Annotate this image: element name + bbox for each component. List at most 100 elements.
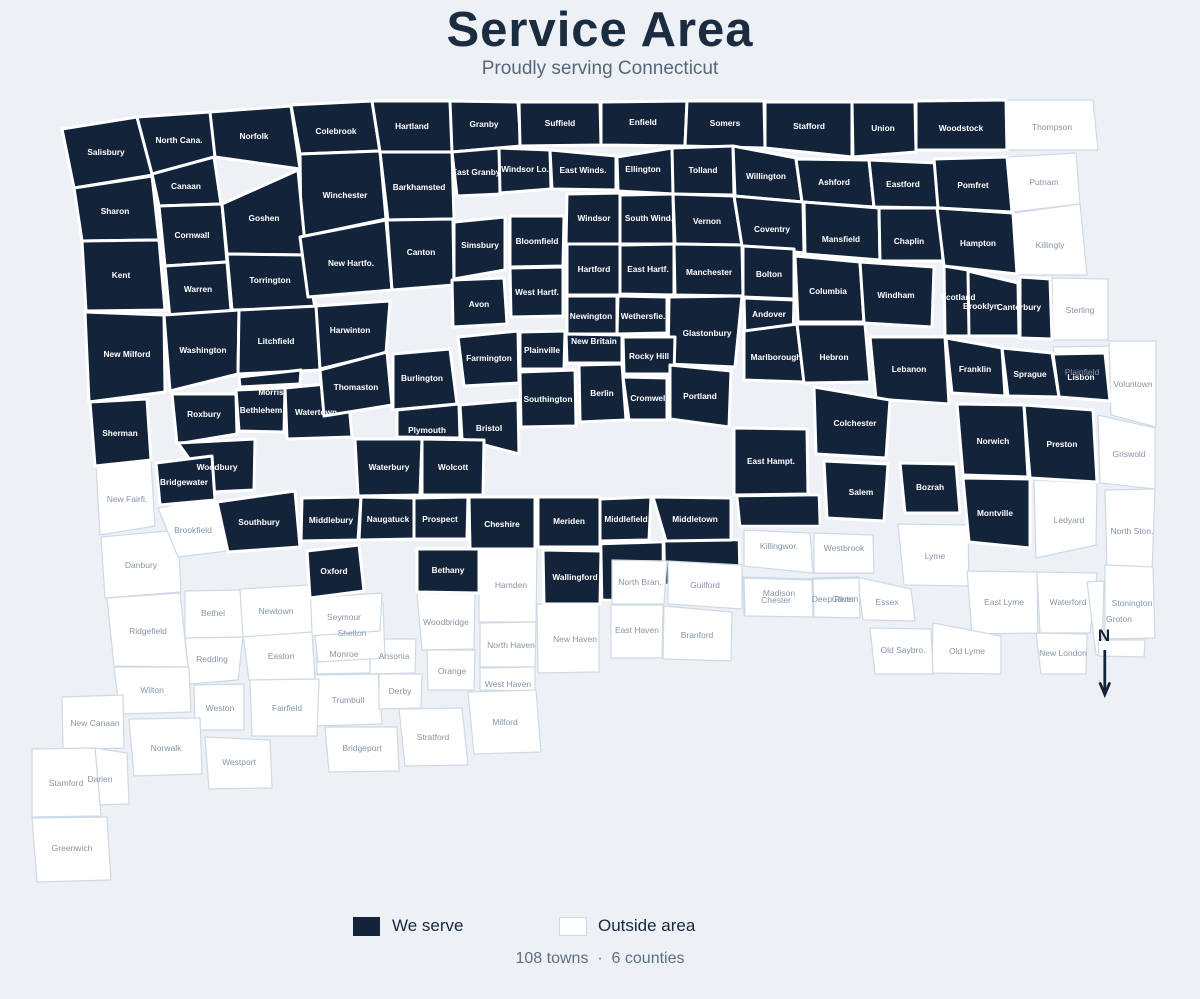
svg-text:Middletown: Middletown: [672, 514, 718, 524]
svg-text:Winchester: Winchester: [323, 190, 368, 200]
svg-text:New Britain: New Britain: [571, 336, 617, 346]
svg-text:Canterbury: Canterbury: [997, 302, 1042, 312]
svg-text:Griswold: Griswold: [1112, 449, 1145, 459]
svg-text:Naugatuck: Naugatuck: [367, 514, 410, 524]
svg-text:New Hartfo.: New Hartfo.: [328, 258, 374, 268]
svg-text:North Bran.: North Bran.: [618, 577, 661, 587]
svg-text:Norwalk: Norwalk: [151, 743, 182, 753]
svg-text:Chester: Chester: [761, 595, 791, 605]
svg-text:Hartland: Hartland: [395, 121, 429, 131]
svg-text:Seymour: Seymour: [327, 612, 361, 622]
svg-text:Torrington: Torrington: [249, 275, 290, 285]
svg-text:West Haven: West Haven: [485, 679, 531, 689]
svg-text:Somers: Somers: [710, 118, 741, 128]
svg-text:Columbia: Columbia: [809, 286, 847, 296]
svg-text:Suffield: Suffield: [545, 118, 575, 128]
svg-text:Stafford: Stafford: [793, 121, 825, 131]
svg-text:Windsor Lo.: Windsor Lo.: [501, 164, 549, 174]
svg-text:Darien: Darien: [87, 774, 112, 784]
svg-text:Barkhamsted: Barkhamsted: [393, 182, 446, 192]
svg-text:Westport: Westport: [222, 757, 256, 767]
svg-text:Sprague: Sprague: [1013, 369, 1047, 379]
svg-text:Colebrook: Colebrook: [315, 126, 356, 136]
svg-text:Waterbury: Waterbury: [369, 462, 410, 472]
svg-text:North Cana.: North Cana.: [155, 135, 202, 145]
svg-text:Windsor: Windsor: [577, 213, 611, 223]
svg-text:Greenwich: Greenwich: [52, 843, 93, 853]
svg-text:Hamden: Hamden: [495, 580, 527, 590]
svg-text:Waterford: Waterford: [1049, 597, 1086, 607]
svg-text:Berlin: Berlin: [590, 388, 614, 398]
svg-text:Franklin: Franklin: [959, 364, 991, 374]
svg-text:Thomaston: Thomaston: [334, 382, 379, 392]
svg-text:Derby: Derby: [389, 686, 412, 696]
svg-text:East Granby: East Granby: [452, 167, 501, 177]
svg-text:North Ston.: North Ston.: [1111, 526, 1154, 536]
svg-text:East Hampt.: East Hampt.: [747, 456, 795, 466]
svg-text:Mansfield: Mansfield: [822, 234, 860, 244]
svg-text:Chaplin: Chaplin: [894, 236, 924, 246]
svg-text:Ashford: Ashford: [818, 177, 850, 187]
svg-text:Colchester: Colchester: [834, 418, 878, 428]
svg-text:Newington: Newington: [570, 311, 612, 321]
svg-text:Middlebury: Middlebury: [309, 515, 354, 525]
svg-text:Salisbury: Salisbury: [87, 147, 125, 157]
svg-text:Litchfield: Litchfield: [258, 336, 295, 346]
svg-text:South Wind.: South Wind.: [625, 213, 673, 223]
svg-text:Stamford: Stamford: [49, 778, 84, 788]
svg-text:Branford: Branford: [681, 630, 714, 640]
svg-text:Shelton: Shelton: [338, 628, 367, 638]
svg-text:Enfield: Enfield: [629, 117, 657, 127]
svg-text:Brookfield: Brookfield: [174, 525, 212, 535]
svg-text:Redding: Redding: [196, 654, 228, 664]
svg-text:Warren: Warren: [184, 284, 212, 294]
svg-text:Voluntown: Voluntown: [1113, 379, 1152, 389]
svg-text:New Haven: New Haven: [553, 634, 597, 644]
svg-text:Wethersfie.: Wethersfie.: [621, 311, 666, 321]
svg-text:Manchester: Manchester: [686, 267, 733, 277]
svg-text:Vernon: Vernon: [693, 216, 721, 226]
svg-text:East Lyme: East Lyme: [984, 597, 1024, 607]
svg-text:Stonington: Stonington: [1112, 598, 1153, 608]
svg-text:Roxbury: Roxbury: [187, 409, 221, 419]
svg-text:N: N: [1098, 626, 1110, 645]
svg-text:Bethlehem: Bethlehem: [240, 405, 282, 415]
svg-text:Orange: Orange: [438, 666, 467, 676]
svg-text:Southington: Southington: [524, 394, 573, 404]
svg-text:Bozrah: Bozrah: [916, 482, 944, 492]
svg-text:Pomfret: Pomfret: [957, 180, 989, 190]
svg-text:New London: New London: [1039, 648, 1087, 658]
svg-text:Sharon: Sharon: [101, 206, 130, 216]
svg-text:Willington: Willington: [746, 171, 786, 181]
svg-text:Trumbull: Trumbull: [332, 695, 365, 705]
svg-text:Morris: Morris: [258, 387, 284, 397]
svg-text:Bolton: Bolton: [756, 269, 782, 279]
svg-text:Killingly: Killingly: [1036, 240, 1066, 250]
svg-text:Washington: Washington: [179, 345, 226, 355]
svg-text:Andover: Andover: [752, 309, 786, 319]
svg-text:Oxford: Oxford: [320, 566, 347, 576]
svg-text:Bridgewater: Bridgewater: [160, 477, 209, 487]
svg-text:Stratford: Stratford: [417, 732, 450, 742]
svg-text:Westbrook: Westbrook: [824, 543, 865, 553]
svg-text:Bristol: Bristol: [476, 423, 502, 433]
svg-text:Norfolk: Norfolk: [239, 131, 268, 141]
svg-text:Portland: Portland: [683, 391, 717, 401]
svg-text:Coventry: Coventry: [754, 224, 790, 234]
svg-text:Woodbury: Woodbury: [197, 462, 238, 472]
svg-text:Ansonia: Ansonia: [379, 651, 410, 661]
svg-text:New Canaan: New Canaan: [70, 718, 119, 728]
svg-text:Bloomfield: Bloomfield: [516, 236, 559, 246]
svg-text:Cheshire: Cheshire: [484, 519, 520, 529]
svg-text:Milford: Milford: [492, 717, 518, 727]
svg-text:Old Lyme: Old Lyme: [949, 646, 985, 656]
svg-text:Cromwell: Cromwell: [630, 393, 667, 403]
svg-text:Rocky Hill: Rocky Hill: [629, 351, 669, 361]
svg-text:Union: Union: [871, 123, 895, 133]
svg-text:Goshen: Goshen: [249, 213, 280, 223]
svg-text:Deep River: Deep River: [812, 594, 855, 604]
svg-text:Monroe: Monroe: [330, 649, 359, 659]
svg-text:Prospect: Prospect: [422, 514, 458, 524]
svg-text:Plainfield: Plainfield: [1065, 367, 1100, 377]
svg-text:Montville: Montville: [977, 508, 1013, 518]
